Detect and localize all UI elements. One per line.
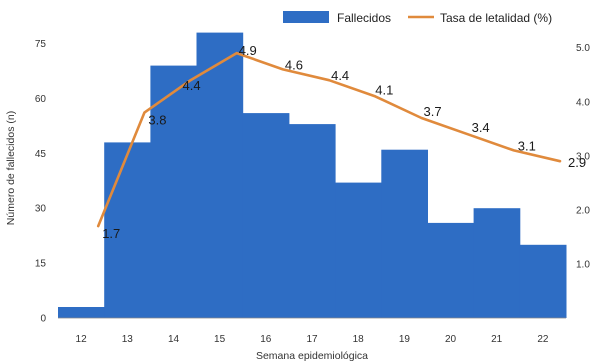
x-tick-label: 14 — [168, 334, 180, 345]
bar-22 — [519, 244, 567, 318]
x-tick-label: 21 — [491, 334, 503, 345]
bar-16 — [242, 113, 290, 318]
line-data-label: 4.4 — [183, 78, 201, 93]
y-tick-label: 30 — [35, 204, 47, 215]
line-data-label: 2.9 — [568, 155, 586, 170]
x-tick-label: 16 — [260, 334, 272, 345]
y-tick-label: 45 — [35, 149, 47, 160]
line-data-label: 4.6 — [285, 57, 303, 72]
line-data-label: 3.8 — [148, 113, 166, 128]
line-data-label: 3.1 — [518, 138, 536, 153]
bar-15 — [196, 32, 244, 318]
legend-swatch-fallecidos — [283, 11, 329, 23]
y-axis-title: Número de fallecidos (n) — [5, 111, 17, 225]
line-data-label: 3.7 — [424, 104, 442, 119]
legend-label-letalidad: Tasa de letalidad (%) — [440, 11, 552, 25]
bar-13 — [104, 142, 151, 318]
bar-17 — [288, 124, 336, 318]
x-tick-label: 18 — [353, 334, 365, 345]
axes-layer: 0 15 30 45 60 75 1.0 2.0 3.0 4.0 5.0 12 13 14 15 16 17 18… — [35, 39, 590, 345]
line-data-label: 4.1 — [375, 82, 393, 97]
y2-tick-label: 1.0 — [576, 259, 590, 270]
line-data-label: 3.4 — [472, 120, 490, 135]
x-tick-label: 15 — [214, 334, 226, 345]
x-tick-label: 22 — [537, 334, 549, 345]
bar-20 — [427, 222, 475, 318]
y2-tick-label: 3.0 — [576, 151, 590, 162]
bar-12 — [58, 307, 105, 318]
legend: Fallecidos Tasa de letalidad (%) — [283, 11, 552, 25]
y2-tick-label: 2.0 — [576, 205, 590, 216]
x-tick-label: 13 — [122, 334, 134, 345]
bar-18 — [335, 182, 382, 318]
y-tick-label: 15 — [35, 259, 47, 270]
y-tick-label: 0 — [40, 314, 46, 325]
line-data-label: 4.4 — [331, 68, 349, 83]
bars-layer — [58, 32, 567, 318]
x-tick-label: 17 — [306, 334, 318, 345]
y2-tick-label: 5.0 — [576, 43, 590, 54]
x-axis-title: Semana epidemiológica — [256, 350, 368, 362]
bar-14 — [150, 65, 198, 318]
y-tick-label: 75 — [35, 39, 47, 50]
letalidad-line — [96, 51, 562, 228]
bar-21 — [473, 208, 521, 318]
legend-label-fallecidos: Fallecidos — [337, 11, 391, 25]
x-tick-label: 12 — [76, 334, 88, 345]
bar-19 — [381, 149, 428, 318]
y-tick-label: 60 — [35, 94, 47, 105]
y2-tick-label: 4.0 — [576, 97, 590, 108]
x-tick-label: 20 — [445, 334, 457, 345]
x-tick-label: 19 — [399, 334, 411, 345]
line-layer: 1.7 3.8 4.4 4.9 4.6 4.4 4.1 3.7 3.4 3.1 2.9 — [96, 43, 586, 241]
line-data-label: 4.9 — [239, 43, 257, 58]
line-data-label: 1.7 — [102, 226, 120, 241]
